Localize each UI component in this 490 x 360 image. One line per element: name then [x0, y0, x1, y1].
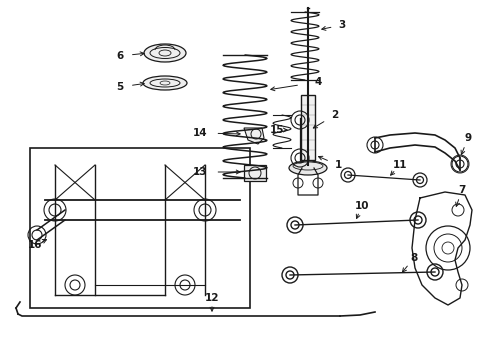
Text: 4: 4	[314, 77, 322, 87]
Ellipse shape	[144, 44, 186, 62]
Bar	[301, 95, 315, 160]
Text: 16: 16	[28, 240, 42, 250]
Ellipse shape	[289, 161, 327, 175]
Text: 10: 10	[355, 201, 369, 211]
Text: 14: 14	[193, 128, 207, 138]
Text: 9: 9	[465, 133, 471, 143]
Text: 6: 6	[117, 51, 123, 61]
Text: 8: 8	[411, 253, 417, 263]
Text: 13: 13	[193, 167, 207, 177]
Text: 1: 1	[334, 160, 342, 170]
Text: 11: 11	[393, 160, 407, 170]
Bar	[244, 165, 266, 181]
Polygon shape	[244, 128, 264, 144]
Text: 12: 12	[205, 293, 219, 303]
Bar	[30, 148, 250, 308]
Text: 7: 7	[458, 185, 466, 195]
Text: 2: 2	[331, 110, 339, 120]
Text: 15: 15	[270, 125, 284, 135]
Text: 5: 5	[117, 82, 123, 92]
Text: 3: 3	[339, 20, 345, 30]
Ellipse shape	[143, 76, 187, 90]
